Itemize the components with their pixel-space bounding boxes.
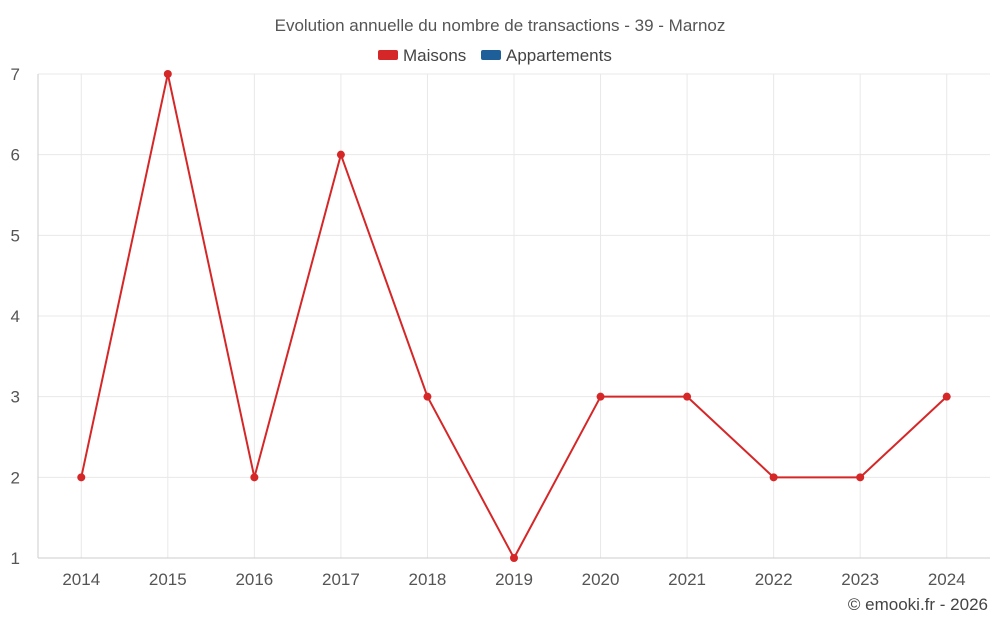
x-tick-label: 2014 bbox=[62, 570, 100, 589]
legend: Maisons Appartements bbox=[378, 46, 612, 65]
y-tick-label: 5 bbox=[11, 226, 20, 245]
data-point-maisons-2018[interactable] bbox=[423, 392, 432, 401]
data-point-maisons-2014[interactable] bbox=[77, 473, 86, 482]
legend-swatch-appartements[interactable] bbox=[481, 50, 501, 60]
data-point-maisons-2017[interactable] bbox=[336, 150, 345, 159]
chart-title: Evolution annuelle du nombre de transact… bbox=[275, 16, 726, 35]
y-axis-ticks: 1 2 3 4 5 6 7 bbox=[11, 65, 20, 568]
data-point-maisons-2024[interactable] bbox=[942, 392, 951, 401]
data-point-maisons-2016[interactable] bbox=[250, 473, 259, 482]
y-tick-label: 7 bbox=[11, 65, 20, 84]
x-tick-label: 2015 bbox=[149, 570, 187, 589]
y-tick-label: 6 bbox=[11, 146, 20, 165]
data-point-maisons-2021[interactable] bbox=[683, 392, 692, 401]
x-tick-label: 2019 bbox=[495, 570, 533, 589]
x-axis-ticks: 2014 2015 2016 2017 2018 2019 2020 2021 2022 2023… bbox=[62, 570, 965, 589]
data-point-maisons-2020[interactable] bbox=[596, 392, 605, 401]
footer-credit: © emooki.fr - 2026 bbox=[848, 595, 988, 614]
y-tick-label: 3 bbox=[11, 388, 20, 407]
x-tick-label: 2024 bbox=[928, 570, 966, 589]
data-point-maisons-2015[interactable] bbox=[163, 70, 172, 78]
y-tick-label: 4 bbox=[11, 307, 20, 326]
legend-swatch-maisons[interactable] bbox=[378, 50, 398, 60]
x-tick-label: 2018 bbox=[409, 570, 447, 589]
legend-label-appartements[interactable]: Appartements bbox=[506, 46, 612, 65]
series-points bbox=[77, 70, 951, 562]
x-tick-label: 2016 bbox=[235, 570, 273, 589]
legend-label-maisons[interactable]: Maisons bbox=[403, 46, 466, 65]
x-tick-label: 2017 bbox=[322, 570, 360, 589]
x-tick-label: 2020 bbox=[582, 570, 620, 589]
y-tick-label: 2 bbox=[11, 468, 20, 487]
y-tick-label: 1 bbox=[11, 549, 20, 568]
x-tick-label: 2023 bbox=[841, 570, 879, 589]
grid bbox=[38, 73, 990, 558]
data-point-maisons-2019[interactable] bbox=[510, 554, 518, 562]
x-tick-label: 2021 bbox=[668, 570, 706, 589]
data-point-maisons-2023[interactable] bbox=[856, 473, 865, 482]
x-tick-label: 2022 bbox=[755, 570, 793, 589]
data-point-maisons-2022[interactable] bbox=[769, 473, 778, 482]
